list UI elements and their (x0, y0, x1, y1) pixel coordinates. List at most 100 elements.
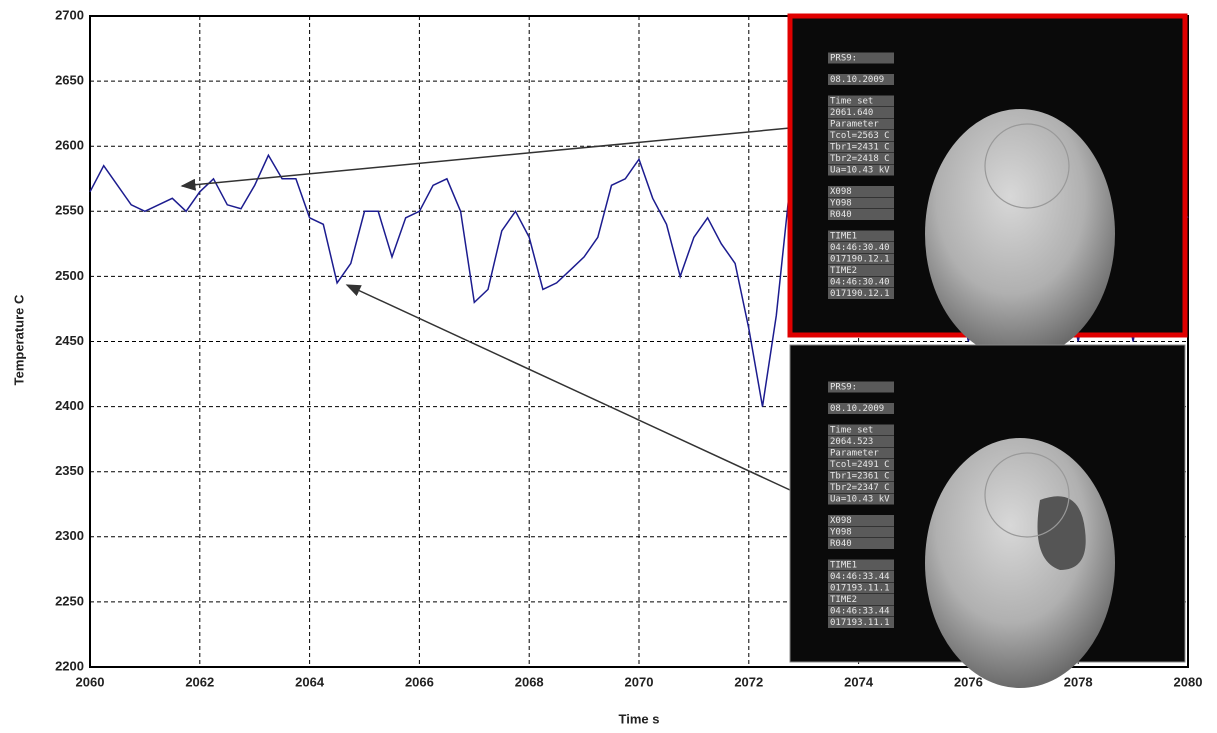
inset-text: 04:46:30.40 (830, 278, 890, 288)
label-bg (828, 74, 894, 85)
label-bg (828, 403, 894, 414)
label-bg (828, 95, 894, 107)
label-bg (828, 459, 894, 470)
label-bg (828, 186, 894, 197)
inset-text: 017190.12.1 (830, 255, 890, 265)
inset-text: 08.10.2009 (830, 75, 884, 85)
inset-text: 08.10.2009 (830, 404, 884, 414)
label-bg (828, 164, 894, 176)
label-bg (828, 436, 894, 447)
x-tick-label: 2080 (1174, 674, 1203, 689)
x-tick-label: 2076 (954, 674, 983, 689)
inset-text: 04:46:33.44 (830, 607, 890, 617)
inset-text: 017193.11.1 (830, 618, 890, 628)
inset-text: Tcol=2491 C (830, 460, 890, 470)
inset-text: Tcol=2563 C (830, 131, 890, 141)
inset-text: Parameter (830, 120, 879, 130)
inset-text: Ua=10.43 kV (830, 166, 890, 176)
inset-text: Time set (830, 426, 873, 436)
y-tick-label: 2450 (55, 333, 84, 348)
inset-text: X098 (830, 187, 852, 197)
label-bg (828, 424, 894, 436)
x-tick-label: 2060 (76, 674, 105, 689)
x-tick-label: 2074 (844, 674, 874, 689)
x-tick-label: 2072 (734, 674, 763, 689)
y-tick-label: 2650 (55, 73, 84, 88)
y-tick-label: 2300 (55, 528, 84, 543)
dark-spot (1037, 496, 1086, 570)
label-bg (828, 447, 894, 459)
inset-text: TIME1 (830, 561, 857, 571)
x-tick-label: 2068 (515, 674, 544, 689)
x-tick-label: 2066 (405, 674, 434, 689)
melt-pool (925, 438, 1115, 688)
inset-text: TIME2 (830, 266, 857, 276)
y-tick-label: 2700 (55, 7, 84, 22)
inset-text: Ua=10.43 kV (830, 495, 890, 505)
inset-text: Tbr2=2347 C (830, 483, 890, 493)
x-tick-label: 2070 (625, 674, 654, 689)
inset-text: Parameter (830, 449, 879, 459)
label-bg (828, 276, 894, 288)
label-bg (828, 230, 894, 242)
label-bg (828, 130, 894, 141)
x-axis-label: Time s (619, 711, 660, 726)
marker-ring (984, 123, 1070, 209)
label-bg (828, 617, 894, 628)
inset-text: Y098 (830, 199, 852, 209)
inset-text: R040 (830, 539, 852, 549)
label-bg (828, 141, 894, 153)
label-bg (828, 515, 894, 526)
y-tick-label: 2400 (55, 398, 84, 413)
label-bg (828, 107, 894, 118)
y-tick-label: 2350 (55, 463, 84, 478)
label-bg (828, 52, 894, 64)
x-tick-label: 2062 (185, 674, 214, 689)
plot-frame (89, 15, 1189, 668)
label-bg (828, 594, 894, 605)
label-bg (828, 559, 894, 571)
label-bg (828, 470, 894, 482)
x-tick-label: 2064 (295, 674, 325, 689)
label-bg (828, 526, 894, 538)
y-tick-label: 2600 (55, 138, 84, 153)
label-bg (828, 538, 894, 549)
arrow (345, 284, 791, 491)
inset-text: 017190.12.1 (830, 289, 890, 299)
inset-text: 2064.523 (830, 437, 873, 447)
inset-text: Time set (830, 97, 873, 107)
label-bg (828, 153, 894, 164)
inset-text: R040 (830, 210, 852, 220)
label-bg (828, 288, 894, 299)
label-bg (828, 118, 894, 130)
inset-text: Tbr1=2431 C (830, 143, 890, 153)
y-tick-label: 2550 (55, 203, 84, 218)
y-tick-label: 2200 (55, 658, 84, 673)
inset-text: 04:46:33.44 (830, 572, 890, 582)
inset-text: PRS9: (830, 383, 857, 393)
label-bg (828, 582, 894, 594)
y-tick-label: 2500 (55, 268, 84, 283)
x-tick-label: 2078 (1064, 674, 1093, 689)
label-bg (828, 209, 894, 220)
marker-ring (984, 452, 1070, 538)
arrow (180, 127, 791, 191)
inset-text: 04:46:30.40 (830, 243, 890, 253)
label-bg (828, 493, 894, 505)
inset-text: 017193.11.1 (830, 584, 890, 594)
label-bg (828, 482, 894, 493)
inset-text: Y098 (830, 528, 852, 538)
inset-text: Tbr1=2361 C (830, 472, 890, 482)
inset-text: X098 (830, 516, 852, 526)
label-bg (828, 605, 894, 617)
label-bg (828, 381, 894, 393)
label-bg (828, 197, 894, 209)
label-bg (828, 571, 894, 582)
inset-text: 2061.640 (830, 108, 873, 118)
y-tick-label: 2250 (55, 593, 84, 608)
y-axis-label: Temperature C (11, 294, 26, 385)
label-bg (828, 242, 894, 253)
inset-text: Tbr2=2418 C (830, 154, 890, 164)
label-bg (828, 265, 894, 276)
